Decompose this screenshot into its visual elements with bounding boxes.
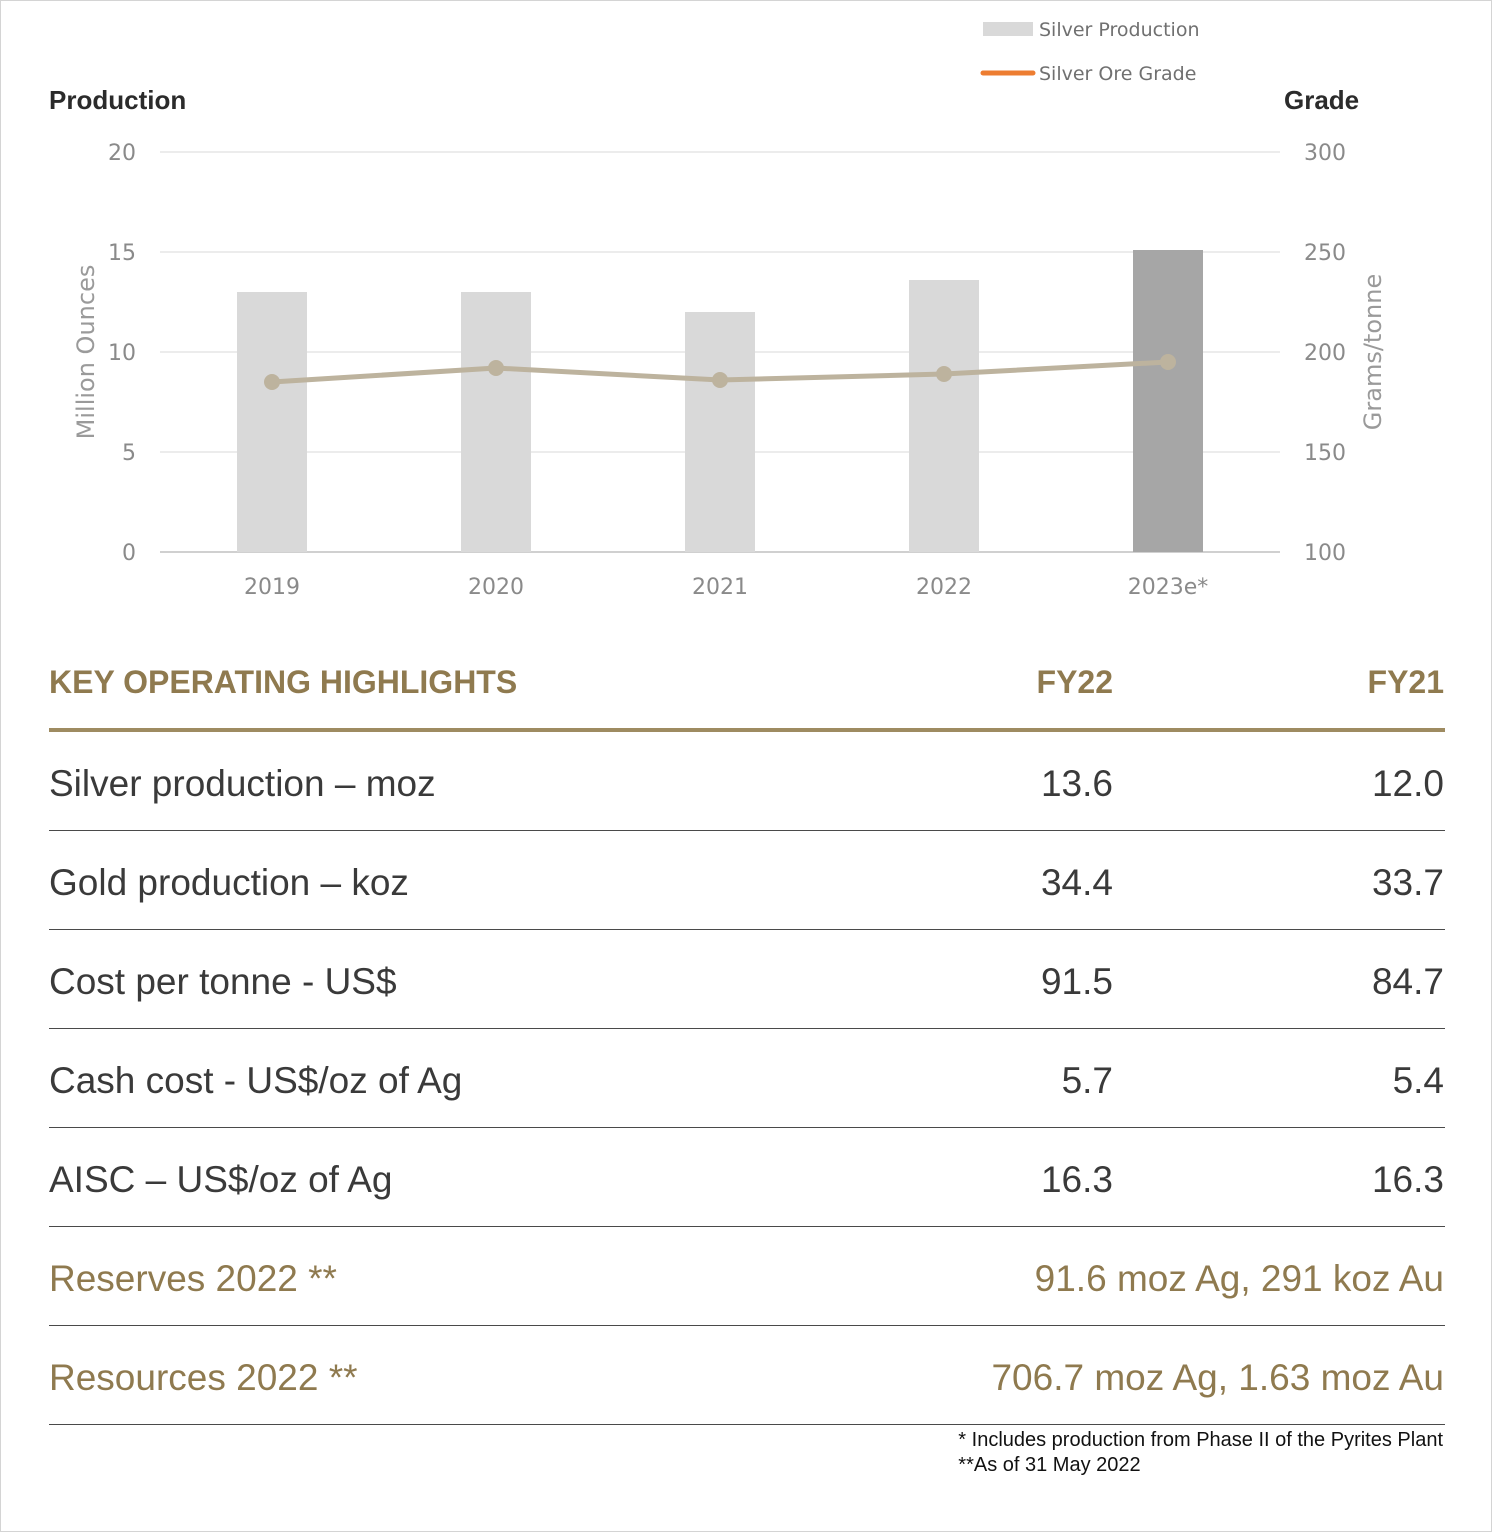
x-tick-label: 2021 xyxy=(692,575,748,600)
column-header-fy22: FY22 xyxy=(1036,664,1113,700)
table-row: Silver production – moz 13.6 12.0 xyxy=(49,732,1445,831)
row-label: Cost per tonne - US$ xyxy=(49,961,397,1002)
bar-silver-production xyxy=(237,292,307,552)
legend-label-silver-production: Silver Production xyxy=(1039,19,1200,41)
y-tick-label: 10 xyxy=(108,341,136,366)
bar-silver-production xyxy=(461,292,531,552)
y-tick-label: 5 xyxy=(122,441,136,466)
right-axis-title: Grade xyxy=(1284,85,1360,115)
row-value-fy21: 84.7 xyxy=(1371,961,1444,1002)
table-header: KEY OPERATING HIGHLIGHTS FY22 FY21 xyxy=(49,640,1445,732)
grade-point xyxy=(1160,354,1176,370)
x-tick-label: 2020 xyxy=(468,575,524,600)
column-header-fy21: FY21 xyxy=(1367,664,1444,700)
grade-point xyxy=(936,366,952,382)
row-value-fy21: 16.3 xyxy=(1371,1159,1444,1200)
y2-tick-label: 100 xyxy=(1304,541,1346,566)
left-axis-title: Production xyxy=(49,85,187,115)
table-title: KEY OPERATING HIGHLIGHTS xyxy=(49,664,518,700)
legend-swatch-silver-production xyxy=(983,22,1033,36)
row-value-fy22: 13.6 xyxy=(1040,763,1113,804)
grade-point xyxy=(488,360,504,376)
grade-point xyxy=(712,372,728,388)
resources-label: Resources 2022 ** xyxy=(49,1357,358,1398)
row-value-fy22: 16.3 xyxy=(1040,1159,1113,1200)
row-value-fy22: 34.4 xyxy=(1040,862,1113,903)
y2-tick-label: 200 xyxy=(1304,341,1346,366)
reserves-row: Reserves 2022 ** 91.6 moz Ag, 291 koz Au xyxy=(49,1227,1445,1326)
row-label: Gold production – koz xyxy=(49,862,409,903)
x-tick-label: 2023e* xyxy=(1128,575,1209,600)
row-value-fy22: 5.7 xyxy=(1061,1060,1113,1101)
row-value-fy22: 91.5 xyxy=(1040,961,1113,1002)
bar-silver-production xyxy=(685,312,755,552)
table-row: Cost per tonne - US$ 91.5 84.7 xyxy=(49,930,1445,1029)
resources-row: Resources 2022 ** 706.7 moz Ag, 1.63 moz… xyxy=(49,1326,1445,1425)
bar-silver-production xyxy=(909,280,979,552)
reserves-label: Reserves 2022 ** xyxy=(49,1258,337,1299)
legend-label-silver-ore-grade: Silver Ore Grade xyxy=(1039,63,1196,85)
y2-tick-label: 250 xyxy=(1304,241,1346,266)
table-row: Gold production – koz 34.4 33.7 xyxy=(49,831,1445,930)
highlights-table: KEY OPERATING HIGHLIGHTS FY22 FY21 Silve… xyxy=(49,640,1445,1425)
x-tick-label: 2022 xyxy=(916,575,972,600)
table-row: Cash cost - US$/oz of Ag 5.7 5.4 xyxy=(49,1029,1445,1128)
production-grade-chart: 0 5 10 15 20 100 150 200 250 300 2019 2020 2021 2022 2… xyxy=(72,19,1387,600)
bar-silver-production xyxy=(1133,250,1203,552)
resources-value: 706.7 moz Ag, 1.63 moz Au xyxy=(991,1357,1444,1398)
y2-tick-label: 150 xyxy=(1304,441,1346,466)
footnotes: * Includes production from Phase II of t… xyxy=(958,1428,1443,1478)
y-axis-label: Million Ounces xyxy=(72,265,100,440)
row-label: AISC – US$/oz of Ag xyxy=(49,1159,393,1200)
row-label: Cash cost - US$/oz of Ag xyxy=(49,1060,463,1101)
reserves-value: 91.6 moz Ag, 291 koz Au xyxy=(1034,1258,1444,1299)
y-tick-label: 20 xyxy=(108,141,136,166)
y2-tick-label: 300 xyxy=(1304,141,1346,166)
footnote-phase-ii: * Includes production from Phase II of t… xyxy=(958,1429,1443,1451)
y-tick-label: 0 xyxy=(122,541,136,566)
y-tick-label: 15 xyxy=(108,241,136,266)
y2-axis-label: Grams/tonne xyxy=(1359,274,1387,430)
x-tick-label: 2019 xyxy=(244,575,300,600)
row-value-fy21: 33.7 xyxy=(1371,862,1444,903)
row-value-fy21: 12.0 xyxy=(1371,763,1444,804)
grade-point xyxy=(264,374,280,390)
table-row: AISC – US$/oz of Ag 16.3 16.3 xyxy=(49,1128,1445,1227)
footnote-as-of-date: **As of 31 May 2022 xyxy=(958,1454,1141,1476)
row-value-fy21: 5.4 xyxy=(1392,1060,1444,1101)
row-label: Silver production – moz xyxy=(49,763,436,804)
